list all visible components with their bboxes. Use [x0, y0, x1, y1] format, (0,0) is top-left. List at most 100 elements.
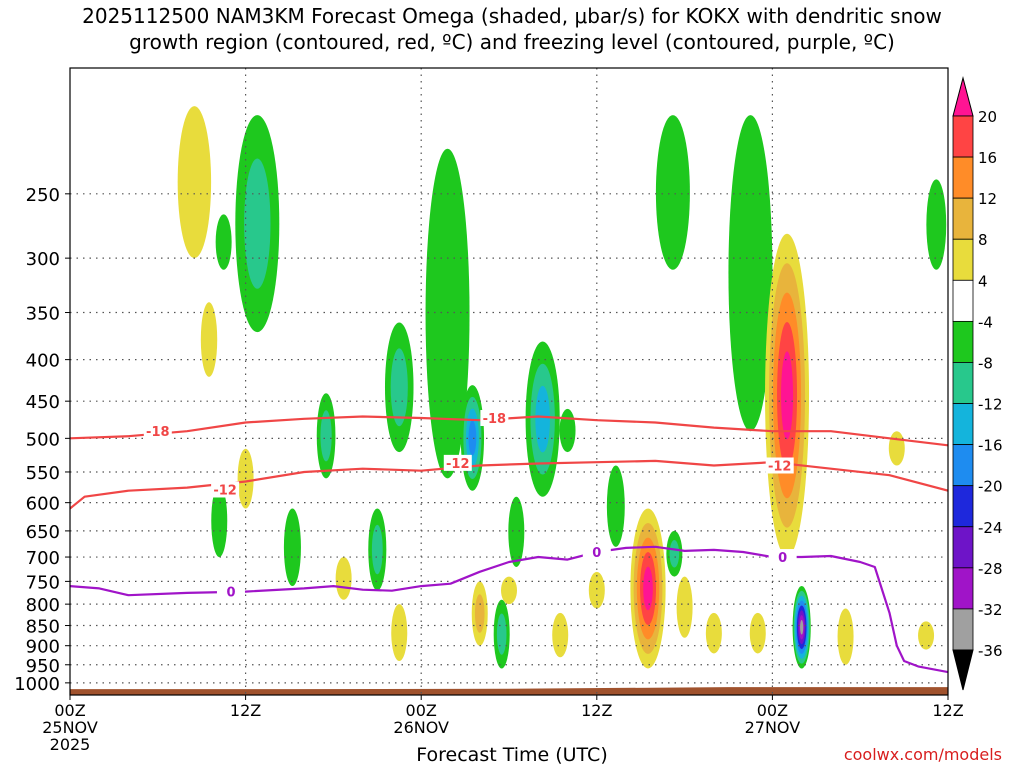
omega-cell-25-level-0 [676, 576, 693, 638]
colorbar-segment-12 [952, 567, 974, 610]
colorbar-label-5: -4 [978, 313, 993, 331]
omega-cell-30-level-7 [800, 619, 804, 635]
y-tick-label-450: 450 [26, 392, 60, 413]
colorbar-segment-7 [952, 362, 974, 404]
omega-cell-17-level-2 [535, 385, 550, 453]
y-tick-label-500: 500 [26, 429, 60, 450]
x-tick-label-0-1: 25NOV [42, 718, 98, 737]
omega-cell-35-level-0 [926, 179, 947, 270]
x-tick-label-24-0: 00Z [406, 701, 437, 720]
omega-cell-12-level-0 [425, 148, 470, 479]
omega-cell-16-level-0 [508, 496, 525, 567]
y-tick-label-350: 350 [26, 304, 60, 325]
y-tick-label-250: 250 [26, 185, 60, 206]
omega-cell-27-level-0 [655, 115, 690, 270]
x-axis-label: Forecast Time (UTC) [416, 744, 608, 766]
omega-cell-3-level-0 [200, 302, 218, 377]
y-tick-label-700: 700 [26, 548, 60, 569]
label-minus18-b: -18 [483, 412, 507, 427]
colorbar-segment-9 [952, 444, 974, 487]
colorbar-segment-13 [952, 608, 974, 651]
colorbar-label-10: -24 [978, 519, 1003, 537]
colorbar-label-11: -28 [978, 560, 1003, 578]
colorbar-segment-4 [952, 238, 974, 281]
label-zero-b: 0 [592, 546, 601, 561]
omega-cell-19-level-0 [552, 612, 569, 658]
colorbar-label-4: 4 [978, 272, 988, 290]
y-tick-label-950: 950 [26, 656, 60, 677]
colorbar-label-3: 8 [978, 231, 988, 249]
omega-cell-4-level-0 [211, 484, 228, 558]
omega-cell-1-level-0 [215, 214, 232, 270]
label-minus12-b: -12 [446, 457, 470, 472]
colorbar-label-0: 20 [978, 108, 997, 126]
colorbar-top-arrow [952, 76, 974, 117]
x-tick-label-12-0: 12Z [230, 701, 261, 720]
y-tick-label-400: 400 [26, 351, 60, 372]
label-zero-b-bg [582, 543, 611, 560]
label-zero-a-bg [216, 583, 245, 600]
omega-cell-18-level-0 [501, 576, 517, 605]
omega-cell-7-level-1 [320, 410, 332, 462]
omega-cell-33-level-0 [888, 431, 905, 466]
ground-terrain [70, 687, 948, 695]
colorbar: 20 16 12 8 4 -4 -8 -12 -16 -20 -24 -28 -32 -36 [952, 76, 1003, 691]
omega-cell-31-level-0 [749, 612, 766, 654]
label-zero-c-bg [768, 549, 797, 566]
x-tick-label-24-1: 26NOV [393, 718, 449, 737]
label-minus18-a-bg [143, 423, 172, 440]
omega-cell-13-level-3 [468, 420, 477, 456]
omega-cell-6-level-0 [283, 508, 301, 587]
omega-cell-8-level-0 [335, 557, 352, 600]
colorbar-label-13: -36 [978, 642, 1003, 660]
chart-title: 2025112500 NAM3KM Forecast Omega (shaded… [82, 4, 942, 28]
y-tick-label-750: 750 [26, 572, 60, 593]
omega-cell-22-level-0 [606, 465, 625, 547]
label-minus12-c: -12 [768, 459, 792, 474]
colorbar-label-7: -12 [978, 396, 1003, 414]
colorbar-label-6: -8 [978, 354, 993, 372]
omega-cell-11-level-0 [391, 604, 408, 662]
omega-cell-23-level-4 [643, 566, 653, 611]
omega-cell-15-level-1 [496, 613, 507, 655]
x-tick-label-0-2: 2025 [50, 735, 91, 754]
y-tick-label-900: 900 [26, 637, 60, 658]
label-minus12-b-bg [443, 454, 472, 471]
omega-cell-32-level-0 [837, 608, 854, 665]
omega-cell-9-level-1 [371, 524, 383, 575]
omega-cell-34-level-0 [918, 621, 935, 650]
colorbar-label-1: 16 [978, 149, 997, 167]
x-tick-label-60-0: 12Z [932, 701, 963, 720]
colorbar-segment-8 [952, 403, 974, 446]
colorbar-label-8: -16 [978, 437, 1003, 455]
x-tick-label-36-0: 12Z [581, 701, 612, 720]
omega-cell-24-level-1 [669, 540, 680, 568]
x-tick-label-48-0: 00Z [757, 701, 788, 720]
colorbar-bottom-arrow [952, 649, 974, 691]
y-tick-label-1000: 1000 [14, 674, 60, 695]
y-tick-label-600: 600 [26, 494, 60, 515]
label-minus18-b-bg [480, 410, 509, 427]
label-zero-a: 0 [226, 586, 235, 601]
omega-cell-14-level-1 [474, 594, 485, 633]
contour-labels: -18 -18 -12 -12 -12 0 0 0 [143, 410, 797, 601]
colorbar-label-12: -32 [978, 601, 1003, 619]
omega-cell-29-level-4 [781, 351, 794, 440]
omega-cell-20-level-0 [559, 408, 576, 453]
label-minus18-a: -18 [146, 425, 170, 440]
chart-subtitle: growth region (contoured, red, ºC) and f… [129, 30, 895, 54]
label-zero-c: 0 [778, 551, 787, 566]
omega-cell-26-level-0 [705, 612, 722, 654]
omega-cell-10-level-1 [390, 348, 408, 427]
contour-line-0 [70, 415, 948, 447]
colorbar-label-2: 12 [978, 190, 997, 208]
label-minus12-a: -12 [213, 483, 237, 498]
colorbar-segment-2 [952, 156, 974, 199]
y-axis: 2503003504004505005506006507007508008509… [14, 185, 70, 695]
y-tick-label-550: 550 [26, 463, 60, 484]
y-tick-label-850: 850 [26, 617, 60, 638]
colorbar-segment-5 [952, 279, 974, 322]
omega-cell-21-level-0 [588, 571, 605, 609]
y-tick-label-800: 800 [26, 595, 60, 616]
